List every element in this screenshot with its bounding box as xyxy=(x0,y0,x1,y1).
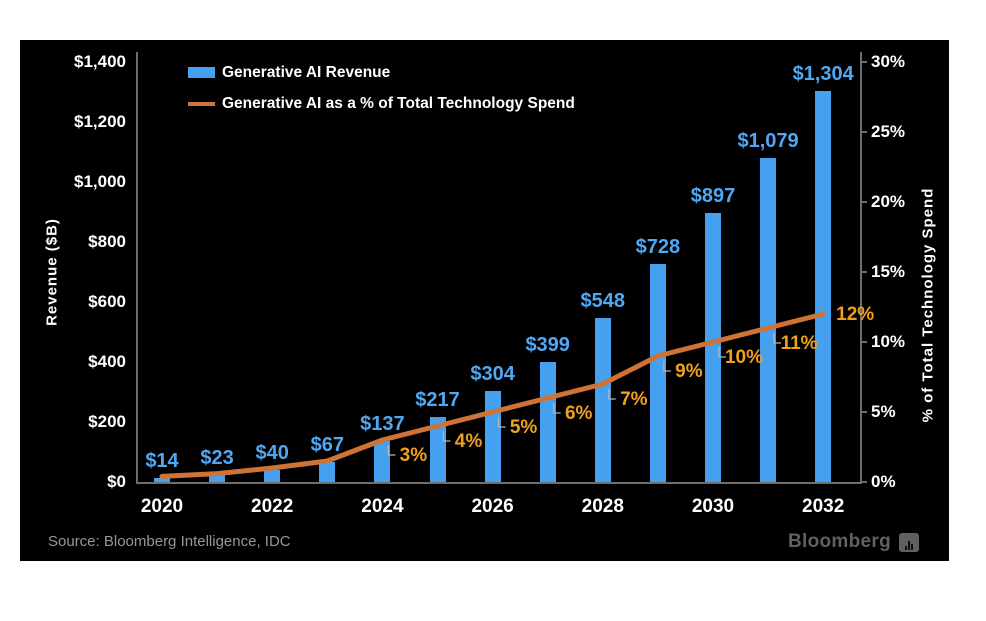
legend-item-revenue: Generative AI Revenue xyxy=(188,57,575,88)
legend-label: Generative AI Revenue xyxy=(222,63,391,81)
left-axis-tick-label: $600 xyxy=(88,292,126,311)
right-axis-tick-label: 20% xyxy=(871,192,906,211)
bar-2022 xyxy=(264,470,281,482)
bar-label-2022: $40 xyxy=(255,442,289,464)
left-axis-line xyxy=(136,52,138,483)
bar-2023 xyxy=(319,461,336,482)
pct-label-2026: 5% xyxy=(509,417,538,438)
x-axis-year-label: 2024 xyxy=(361,496,404,517)
legend: Generative AI Revenue Generative AI as a… xyxy=(188,57,575,119)
left-axis-tick-label: $800 xyxy=(88,232,126,251)
pct-label-2030: 10% xyxy=(724,347,764,368)
bar-2029 xyxy=(649,263,666,482)
brand: Bloomberg xyxy=(788,531,919,553)
bar-2028 xyxy=(594,317,611,482)
right-axis-tick-label: 10% xyxy=(871,332,906,351)
bar-label-2020: $14 xyxy=(145,449,179,472)
right-axis-tick xyxy=(860,271,867,273)
right-axis-tick xyxy=(860,61,867,63)
bar-2025 xyxy=(429,416,446,482)
bar-2024 xyxy=(374,440,391,482)
pct-label-2024: 3% xyxy=(399,445,428,466)
left-axis-tick-label: $400 xyxy=(88,352,126,371)
bar-label-2025: $217 xyxy=(415,388,460,411)
bar-label-2021: $23 xyxy=(200,447,234,470)
bloomberg-logo-icon xyxy=(898,532,919,552)
left-axis-tick-label: $0 xyxy=(107,472,126,491)
bar-2020 xyxy=(154,477,170,482)
bar-label-2028: $548 xyxy=(580,289,626,312)
x-axis-year-label: 2026 xyxy=(471,496,514,517)
legend-label: Generative AI as a % of Total Technology… xyxy=(222,94,575,112)
left-axis-tick-label: $1,400 xyxy=(74,52,126,71)
right-axis-tick-label: 0% xyxy=(871,472,896,491)
source-note: Source: Bloomberg Intelligence, IDC xyxy=(48,533,291,550)
bar-2026 xyxy=(484,390,501,482)
x-axis-year-label: 2022 xyxy=(251,496,294,517)
right-axis-line xyxy=(860,52,862,483)
right-axis-tick-label: 30% xyxy=(871,52,906,71)
bar-2030 xyxy=(705,212,721,482)
right-axis-tick xyxy=(860,131,867,133)
left-axis-tick-label: $200 xyxy=(88,412,126,431)
legend-line-swatch-icon xyxy=(188,101,215,106)
bar-2027 xyxy=(539,362,556,482)
bar-label-2030: $897 xyxy=(690,184,736,207)
pct-label-2025: 4% xyxy=(454,431,483,452)
brand-name: Bloomberg xyxy=(788,531,891,552)
legend-item-percent: Generative AI as a % of Total Technology… xyxy=(188,88,575,119)
x-axis-line xyxy=(136,482,862,484)
right-axis-tick xyxy=(860,201,867,203)
right-axis-tick-label: 5% xyxy=(871,402,896,421)
left-axis-tick-label: $1,000 xyxy=(74,172,126,191)
bar-label-2027: $399 xyxy=(525,334,570,357)
bar-label-2029: $728 xyxy=(635,235,681,258)
bar-label-2023: $67 xyxy=(310,433,344,456)
bar-label-2031: $1,079 xyxy=(737,130,799,153)
bar-label-2032: $1,304 xyxy=(792,62,854,85)
left-axis-tick-label: $1,200 xyxy=(74,112,126,131)
x-axis-year-label: 2020 xyxy=(140,496,184,517)
pct-label-2032: 12% xyxy=(836,304,875,325)
right-axis-tick-label: 15% xyxy=(871,262,906,281)
x-axis-year-label: 2030 xyxy=(691,496,735,517)
x-axis-year-label: 2028 xyxy=(581,496,624,517)
pct-label-2028: 7% xyxy=(620,389,648,410)
bar-label-2026: $304 xyxy=(470,362,515,385)
right-axis-tick-label: 25% xyxy=(871,122,906,141)
bar-2032 xyxy=(815,90,832,482)
bar-2021 xyxy=(209,475,226,482)
bar-label-2024: $137 xyxy=(360,412,405,435)
pct-label-2029: 9% xyxy=(675,361,703,382)
bar-2031 xyxy=(760,158,777,482)
x-axis-year-label: 2032 xyxy=(802,496,845,517)
right-axis-tick xyxy=(860,341,867,343)
pct-label-2027: 6% xyxy=(564,403,593,424)
legend-bar-swatch-icon xyxy=(188,67,215,78)
right-axis-tick xyxy=(860,481,867,483)
right-axis-tick xyxy=(860,411,867,413)
pct-label-2031: 11% xyxy=(780,333,818,354)
right-axis-title: % of Total Technology Spend xyxy=(919,187,937,423)
